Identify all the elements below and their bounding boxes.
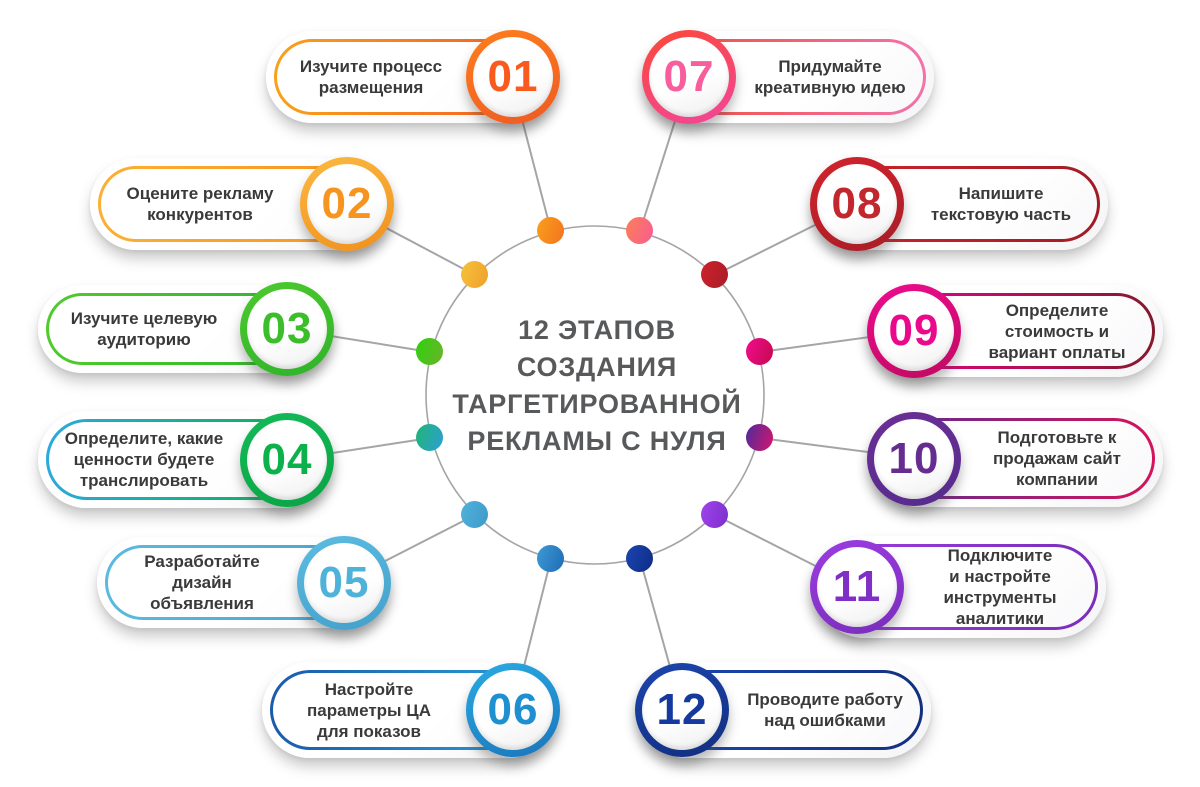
- hub-dot-02: [461, 261, 488, 288]
- step-number-badge: 04: [240, 412, 334, 507]
- step-number-badge: 06: [466, 663, 560, 757]
- step-pill-04: Определите, какие ценности будете трансл…: [38, 411, 334, 508]
- step-pill-06: Настройте параметры ЦА для показов 06: [262, 662, 560, 758]
- hub-circle: [425, 225, 765, 565]
- step-number: 05: [318, 557, 370, 607]
- hub-dot-07: [626, 217, 653, 244]
- step-number-badge: 08: [810, 157, 904, 251]
- step-pill-11: Подключите и настройте инструменты анали…: [810, 536, 1106, 638]
- hub-dot-11: [701, 501, 728, 528]
- step-number: 03: [261, 304, 313, 353]
- hub-dot-08: [701, 261, 728, 288]
- step-number: 12: [656, 685, 708, 734]
- step-label: Разработайте дизайн объявления: [144, 552, 260, 613]
- step-number: 04: [261, 434, 313, 484]
- center-title: 12 ЭТАПОВ СОЗДАНИЯ ТАРГЕТИРОВАННОЙ РЕКЛА…: [405, 312, 789, 460]
- step-pill-08: Напишите текстовую часть 08: [810, 157, 1108, 251]
- step-pill-12: Проводите работу над ошибками 12: [635, 662, 931, 758]
- hub-dot-10: [746, 424, 773, 451]
- step-number: 08: [831, 179, 883, 228]
- step-pill-01: Изучите процесс размещения 01: [266, 30, 560, 124]
- step-number-badge: 03: [240, 282, 334, 376]
- step-label: Подготовьте к продажам сайт компании: [993, 428, 1121, 489]
- step-number: 09: [888, 306, 940, 355]
- step-number: 10: [888, 433, 940, 483]
- step-number: 07: [663, 52, 715, 101]
- step-number: 11: [832, 562, 882, 611]
- title-line-2: СОЗДАНИЯ: [516, 352, 678, 382]
- step-number: 01: [487, 52, 539, 101]
- step-label: Напишите текстовую часть: [930, 184, 1072, 224]
- title-line-4: РЕКЛАМЫ С НУЛЯ: [467, 426, 727, 456]
- step-label: Определите стоимость и вариант оплаты: [988, 300, 1126, 362]
- step-label: Изучите целевую аудиторию: [70, 309, 218, 349]
- step-pill-09: Определите стоимость и вариант оплаты 09: [867, 284, 1163, 378]
- step-pill-05: Разработайте дизайн объявления 05: [97, 535, 391, 630]
- step-number: 06: [487, 685, 539, 734]
- title-line-3: ТАРГЕТИРОВАННОЙ: [452, 389, 742, 419]
- step-label: Подключите и настройте инструменты анали…: [943, 546, 1057, 628]
- step-label: Придумайте креативную идею: [754, 57, 906, 97]
- step-label: Определите, какие ценности будете трансл…: [64, 429, 224, 490]
- step-number-badge: 12: [635, 663, 729, 757]
- hub-dot-06: [537, 545, 564, 572]
- step-label: Настройте параметры ЦА для показов: [306, 679, 431, 741]
- step-label: Проводите работу над ошибками: [747, 690, 903, 730]
- step-pill-10: Подготовьте к продажам сайт компании 10: [867, 410, 1163, 507]
- step-number-badge: 07: [642, 30, 736, 124]
- hub-dot-03: [416, 338, 443, 365]
- step-number-badge: 10: [867, 411, 961, 506]
- step-number-badge: 09: [867, 284, 961, 378]
- step-label: Изучите процесс размещения: [299, 57, 443, 97]
- hub-dot-05: [461, 501, 488, 528]
- title-line-1: 12 ЭТАПОВ: [518, 315, 676, 345]
- hub-dot-09: [746, 338, 773, 365]
- step-number-badge: 01: [466, 30, 560, 124]
- step-number: 02: [321, 179, 373, 228]
- hub-dot-04: [416, 424, 443, 451]
- step-number-badge: 05: [297, 535, 391, 630]
- step-number-badge: 11: [810, 540, 904, 634]
- step-number-badge: 02: [300, 157, 394, 251]
- step-label: Оцените рекламу конкурентов: [126, 184, 274, 224]
- hub-dot-01: [537, 217, 564, 244]
- hub-dot-12: [626, 545, 653, 572]
- step-pill-03: Изучите целевую аудиторию 03: [38, 282, 334, 376]
- step-pill-02: Оцените рекламу конкурентов 02: [90, 157, 394, 251]
- step-pill-07: Придумайте креативную идею 07: [642, 30, 934, 124]
